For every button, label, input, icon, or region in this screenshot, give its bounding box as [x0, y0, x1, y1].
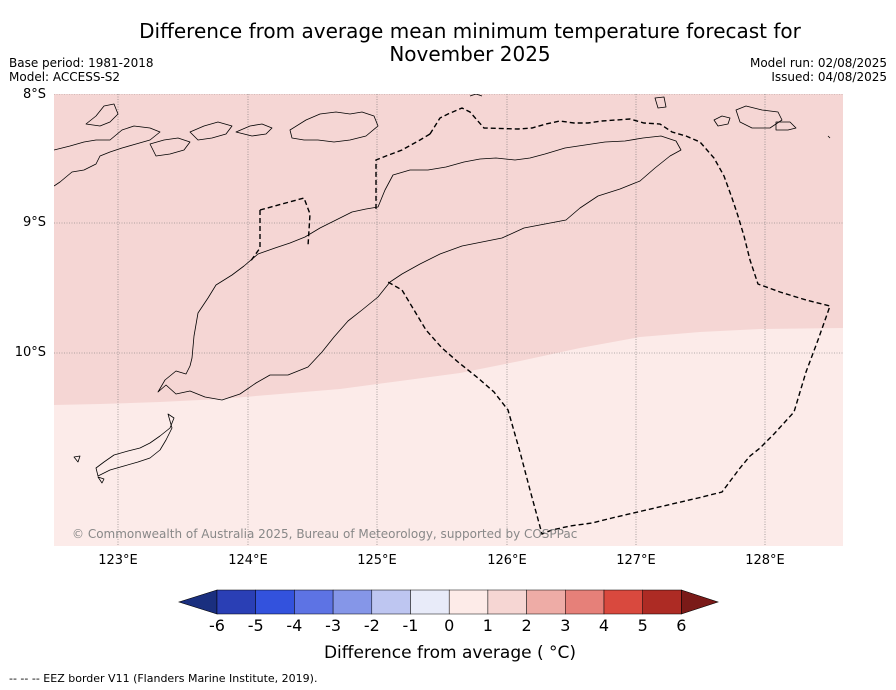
ndao-island — [97, 476, 105, 484]
leti-island — [775, 121, 797, 131]
lon-label-125e: 125°E — [357, 553, 397, 568]
colorbar-tick: 5 — [637, 616, 648, 635]
semau-island — [73, 455, 81, 463]
colorbar-bin-4-to-5 — [603, 589, 643, 615]
alor-island — [289, 111, 379, 143]
colorbar-tick: -2 — [363, 616, 380, 635]
atauro-island — [469, 94, 483, 97]
base-period: Base period: 1981-2018 — [9, 56, 154, 70]
lon-label-128e: 128°E — [745, 553, 785, 568]
model-name: Model: ACCESS-S2 — [9, 70, 121, 84]
colorbar-bin-2-to-3 — [526, 589, 566, 615]
jaco-island — [827, 135, 831, 139]
roti-island — [95, 413, 175, 477]
colorbar-tick: -3 — [325, 616, 342, 635]
lon-label-124e: 124°E — [228, 553, 268, 568]
colorbar-tick: 2 — [521, 616, 532, 635]
graticule — [54, 94, 843, 546]
romang-island — [713, 115, 731, 127]
eez-footnote: -- -- -- EEZ border V11 (Flanders Marine… — [9, 672, 318, 685]
lon-label-123e: 123°E — [98, 553, 138, 568]
colorbar-tick: 1 — [482, 616, 493, 635]
eez-border — [249, 107, 831, 535]
lembata-island — [85, 103, 119, 127]
map-area: © Commonwealth of Australia 2025, Bureau… — [54, 94, 843, 546]
colorbar — [178, 589, 719, 615]
colorbar-bin--2-to--1 — [371, 589, 411, 615]
copyright-notice: © Commonwealth of Australia 2025, Bureau… — [72, 527, 577, 541]
timor-island — [157, 135, 682, 401]
run-info: Model run: 02/08/2025 Issued: 04/08/2025 — [750, 56, 887, 84]
colorbar-bin--5-to--4 — [255, 589, 295, 615]
lat-label-9s: 9°S — [22, 215, 46, 230]
wetar-island — [654, 96, 667, 109]
colorbar-extend-low — [178, 589, 218, 615]
adonara-island — [189, 121, 233, 141]
colorbar-tick: 3 — [560, 616, 571, 635]
pantar-island — [235, 123, 273, 137]
colorbar-bin--4-to--3 — [294, 589, 334, 615]
colorbar-bin-5-to-6 — [642, 589, 682, 615]
solor-island — [149, 137, 191, 157]
map-title: Difference from average mean minimum tem… — [110, 20, 830, 66]
colorbar-bin--1-to-0 — [410, 589, 450, 615]
colorbar-tick: 0 — [444, 616, 455, 635]
kisar-island — [735, 105, 783, 129]
colorbar-tick: 6 — [676, 616, 687, 635]
colorbar-bin-1-to-2 — [487, 589, 527, 615]
colorbar-tick: -6 — [209, 616, 225, 635]
colorbar-tick: 4 — [598, 616, 610, 635]
title-line-2: November 2025 — [389, 42, 551, 66]
colorbar-tick: -5 — [247, 616, 264, 635]
anomaly-zone-north — [54, 94, 843, 405]
colorbar-label: Difference from average ( °C) — [323, 643, 577, 663]
title-line-1: Difference from average mean minimum tem… — [139, 19, 801, 43]
colorbar-extend-high — [681, 589, 719, 615]
flores-island — [54, 125, 161, 187]
issued-date: Issued: 04/08/2025 — [771, 70, 887, 84]
colorbar-bin-0-to-1 — [448, 589, 489, 615]
colorbar-bin--6-to--5 — [216, 589, 256, 615]
lat-label-8s: 8°S — [22, 87, 46, 102]
lon-label-127e: 127°E — [616, 553, 656, 568]
colorbar-bin-3-to-4 — [565, 589, 605, 615]
coastlines — [54, 94, 831, 484]
model-run-date: Model run: 02/08/2025 — [749, 56, 887, 70]
colorbar-tick: -4 — [286, 616, 303, 635]
colorbar-bin--3-to--2 — [332, 589, 373, 615]
lat-label-10s: 10°S — [14, 345, 46, 360]
lon-label-126e: 126°E — [487, 553, 527, 568]
model-info: Base period: 1981-2018 Model: ACCESS-S2 — [9, 56, 154, 84]
colorbar-tick: -1 — [402, 616, 419, 635]
